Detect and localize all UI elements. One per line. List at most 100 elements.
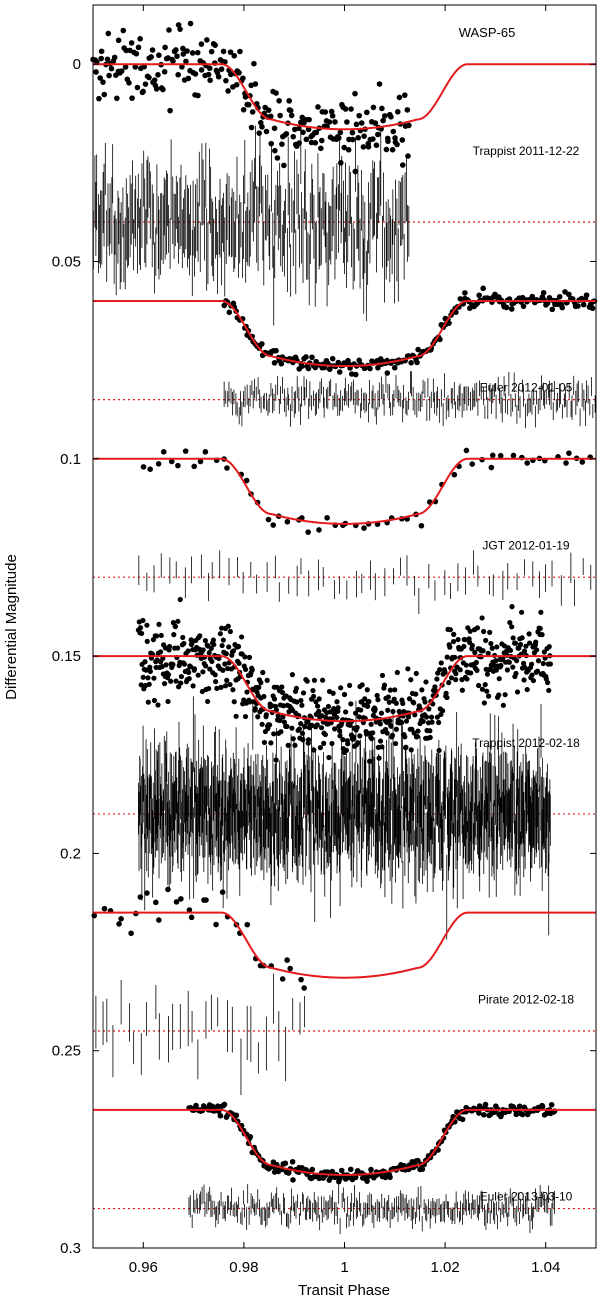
data-point bbox=[225, 623, 231, 629]
data-point bbox=[263, 712, 269, 718]
data-point bbox=[144, 622, 150, 628]
data-point bbox=[393, 700, 399, 706]
data-point bbox=[394, 669, 400, 676]
data-point bbox=[349, 136, 356, 143]
data-point bbox=[192, 71, 199, 77]
data-point bbox=[360, 144, 367, 150]
data-point bbox=[423, 679, 429, 685]
data-point bbox=[396, 94, 403, 101]
data-point bbox=[305, 737, 312, 743]
data-point bbox=[533, 639, 539, 645]
series-label: Trappist 2011-12-22 bbox=[473, 144, 580, 158]
data-point bbox=[306, 116, 312, 123]
data-point bbox=[364, 109, 370, 116]
data-point bbox=[278, 729, 284, 735]
data-point bbox=[396, 708, 402, 715]
data-point bbox=[288, 112, 295, 119]
model-curve bbox=[93, 655, 596, 723]
data-point bbox=[463, 447, 470, 454]
data-point bbox=[328, 108, 335, 115]
data-point bbox=[405, 666, 411, 672]
data-point bbox=[143, 667, 149, 673]
data-point bbox=[519, 635, 525, 641]
data-point bbox=[213, 921, 219, 928]
series-group bbox=[91, 886, 596, 1096]
data-point bbox=[207, 666, 213, 672]
data-point bbox=[195, 672, 201, 678]
data-point bbox=[368, 721, 374, 727]
data-point bbox=[198, 67, 205, 73]
data-point bbox=[446, 680, 452, 686]
data-point bbox=[280, 714, 286, 720]
data-point bbox=[120, 27, 127, 34]
data-point bbox=[506, 659, 512, 665]
data-point bbox=[299, 363, 305, 370]
data-point bbox=[218, 625, 225, 631]
data-point bbox=[222, 59, 228, 65]
data-point bbox=[404, 107, 411, 113]
data-point bbox=[370, 104, 377, 111]
data-point bbox=[280, 703, 287, 709]
data-point bbox=[336, 369, 343, 375]
data-point bbox=[224, 677, 230, 683]
data-point bbox=[259, 341, 265, 347]
data-point bbox=[374, 692, 380, 699]
data-point bbox=[548, 1101, 555, 1108]
data-point bbox=[296, 140, 302, 146]
data-point bbox=[193, 1102, 199, 1109]
data-point bbox=[546, 294, 553, 301]
data-point bbox=[211, 641, 217, 648]
data-point bbox=[248, 82, 254, 89]
data-point bbox=[256, 684, 262, 690]
data-point bbox=[336, 135, 342, 141]
data-point bbox=[367, 365, 373, 372]
data-point bbox=[493, 658, 499, 664]
data-point bbox=[200, 669, 206, 675]
data-point bbox=[298, 976, 304, 983]
data-point bbox=[144, 890, 150, 896]
data-point bbox=[429, 719, 435, 725]
data-point bbox=[286, 98, 292, 104]
series-group bbox=[93, 447, 596, 614]
data-point bbox=[381, 113, 388, 119]
data-point bbox=[473, 659, 479, 666]
data-point bbox=[227, 49, 234, 55]
data-point bbox=[180, 51, 187, 57]
data-point bbox=[507, 619, 513, 626]
data-points bbox=[90, 20, 412, 175]
data-point bbox=[218, 684, 224, 690]
data-point bbox=[180, 634, 186, 641]
data-point bbox=[544, 679, 551, 686]
data-point bbox=[326, 754, 332, 761]
data-point bbox=[539, 1103, 546, 1110]
data-point bbox=[372, 706, 378, 712]
data-point bbox=[394, 141, 400, 148]
data-point bbox=[519, 1111, 526, 1118]
data-point bbox=[420, 718, 426, 725]
data-point bbox=[245, 101, 252, 108]
data-point bbox=[326, 119, 333, 125]
data-point bbox=[575, 303, 581, 309]
data-point bbox=[244, 921, 251, 928]
data-point bbox=[259, 721, 265, 727]
data-point bbox=[163, 662, 169, 668]
data-point bbox=[274, 155, 281, 161]
data-point bbox=[497, 452, 504, 459]
data-point bbox=[175, 645, 181, 651]
data-point bbox=[348, 1166, 354, 1173]
data-point bbox=[524, 686, 530, 693]
data-point bbox=[462, 637, 468, 643]
data-point bbox=[338, 685, 344, 691]
data-point bbox=[503, 304, 510, 311]
data-point bbox=[305, 529, 311, 535]
data-point bbox=[488, 640, 494, 647]
data-point bbox=[349, 129, 356, 136]
data-point bbox=[165, 886, 171, 893]
data-point bbox=[579, 459, 586, 465]
data-point bbox=[186, 676, 192, 682]
data-point bbox=[502, 692, 508, 698]
data-point bbox=[389, 732, 396, 738]
data-point bbox=[377, 721, 383, 727]
data-point bbox=[233, 713, 239, 719]
data-point bbox=[540, 289, 547, 296]
